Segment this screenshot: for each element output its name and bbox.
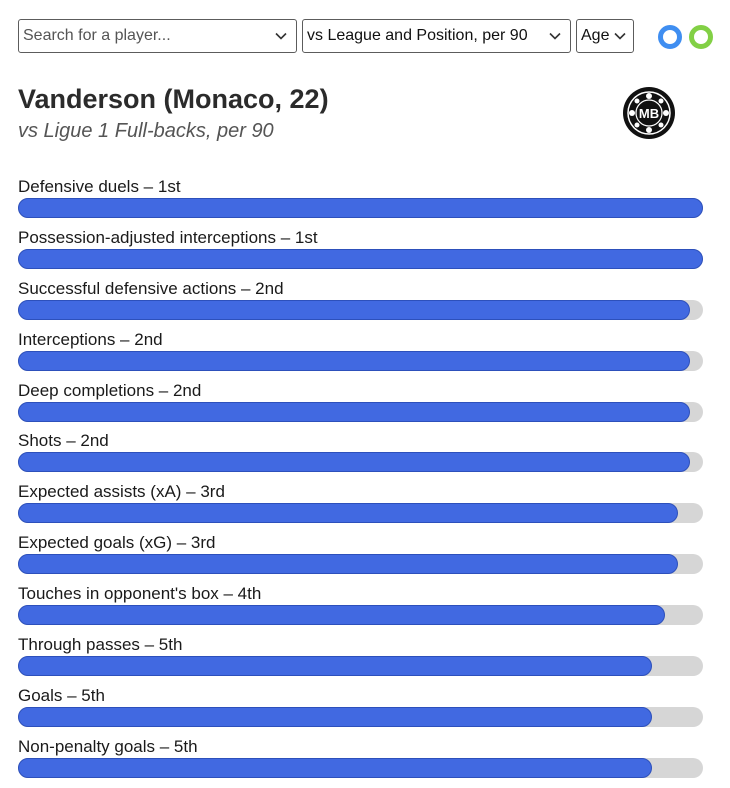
metric-bar-fill [18,706,652,727]
metric-bar-fill [18,350,690,371]
metric-bar-track [18,248,703,269]
metric-bar-track [18,706,703,727]
age-select[interactable]: Age [576,19,634,53]
metric-label: Through passes – 5th [18,635,183,655]
logo-text: MB [639,106,659,121]
metric-label: Interceptions – 2nd [18,329,163,349]
metric-bar-track [18,350,703,371]
metric-row: Defensive duels – 1st [18,175,704,226]
metric-bar-track [18,554,703,575]
metric-label: Defensive duels – 1st [18,177,181,196]
blue-color-toggle[interactable] [658,25,682,49]
chevron-down-icon [275,32,287,40]
comparison-select-value: vs League and Position, per 90 [307,27,528,44]
metric-label: Non-penalty goals – 5th [18,736,198,756]
metric-label: Successful defensive actions – 2nd [18,278,284,298]
metric-row: Shots – 2nd [18,429,704,480]
metric-bar-fill [18,503,678,524]
metric-row: Expected goals (xG) – 3rd [18,531,704,582]
metric-label: Touches in opponent's box – 4th [18,584,262,604]
metric-label: Expected goals (xG) – 3rd [18,533,216,553]
metric-bar-track [18,656,703,677]
metric-row: Goals – 5th [18,684,704,735]
comparison-subtitle: vs Ligue 1 Full-backs, per 90 [18,120,274,142]
metric-bar-fill [18,299,690,320]
metric-bar-track [18,503,703,524]
chevron-down-icon [614,32,626,40]
metric-label: Expected assists (xA) – 3rd [18,482,225,502]
metric-bar-track [18,757,703,778]
age-select-value: Age [581,27,610,44]
player-title: Vanderson (Monaco, 22) [18,84,329,114]
metric-bar-fill [18,656,652,677]
metric-bar-fill [18,452,690,473]
metric-row: Expected assists (xA) – 3rd [18,480,704,531]
metric-bar-fill [18,248,703,269]
metric-bar-fill [18,757,652,778]
metric-bar-track [18,198,703,218]
metric-bar-fill [18,554,678,575]
metric-row: Possession-adjusted interceptions – 1st [18,226,704,277]
green-color-toggle[interactable] [689,25,713,49]
metric-label: Goals – 5th [18,685,105,705]
metric-bar-fill [18,401,690,422]
metric-row: Non-penalty goals – 5th [18,735,704,786]
metric-row: Through passes – 5th [18,633,704,684]
metric-bar-track [18,401,703,422]
metric-label: Possession-adjusted interceptions – 1st [18,227,318,247]
metric-bar-fill [18,198,703,218]
chevron-down-icon [549,32,561,40]
metric-label: Shots – 2nd [18,431,109,451]
metric-row: Touches in opponent's box – 4th [18,582,704,633]
player-search-select[interactable]: Search for a player... [18,19,297,53]
metric-bar-track [18,605,703,626]
mb-logo-icon: MB [623,87,675,139]
metrics-list: Defensive duels – 1st Possession-adjusted… [18,175,704,786]
player-search-placeholder: Search for a player... [23,27,171,44]
metric-row: Successful defensive actions – 2nd [18,277,704,328]
metric-bar-fill [18,605,665,626]
metric-bar-track [18,299,703,320]
metric-bar-track [18,452,703,473]
metric-row: Interceptions – 2nd [18,328,704,379]
metric-row: Deep completions – 2nd [18,379,704,430]
comparison-select[interactable]: vs League and Position, per 90 [302,19,571,53]
metric-label: Deep completions – 2nd [18,380,202,400]
